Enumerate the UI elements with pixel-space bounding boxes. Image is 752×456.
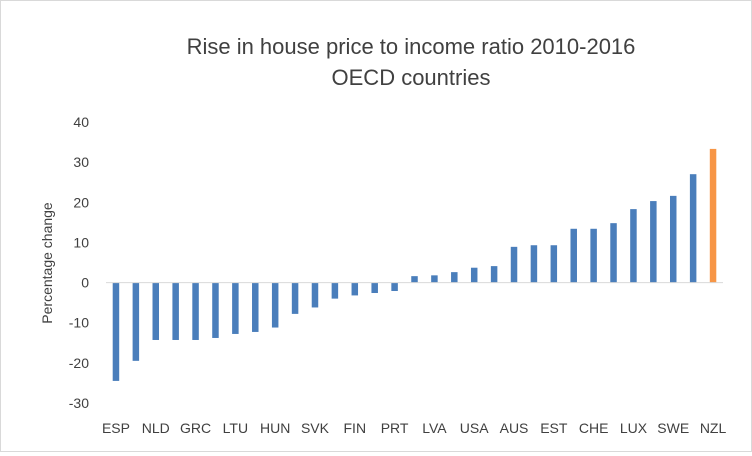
chart-title-line1: Rise in house price to income ratio 2010… — [187, 34, 636, 59]
bar — [252, 282, 259, 332]
bar — [590, 228, 597, 283]
y-tick-label: 40 — [73, 114, 89, 130]
x-tick-label: LVA — [422, 420, 447, 436]
x-tick-label: GRC — [180, 420, 211, 436]
bar — [132, 282, 140, 361]
bar — [331, 282, 339, 299]
x-tick-label: SVK — [301, 420, 330, 436]
bar — [212, 282, 219, 338]
bar — [630, 209, 637, 283]
bar — [470, 267, 478, 283]
x-tick-labels: ESP NLD GRC LTU HUN SVK FIN PRT LVA USA AUS EST CHE L… — [102, 420, 727, 436]
bar — [490, 266, 498, 283]
y-tick-label: 30 — [73, 154, 89, 170]
bar — [371, 282, 378, 294]
bar — [311, 282, 319, 308]
x-tick-label: AUS — [500, 420, 529, 436]
bar — [709, 148, 717, 283]
bar — [152, 282, 160, 340]
x-tick-label: NLD — [142, 420, 170, 436]
x-tick-label: LTU — [223, 420, 248, 436]
bar — [291, 282, 299, 314]
x-tick-label: CHE — [579, 420, 609, 436]
bar — [271, 282, 279, 328]
bar — [192, 282, 199, 340]
y-tick-label: -30 — [69, 395, 89, 411]
bar — [510, 246, 518, 283]
y-tick-label: 20 — [73, 194, 89, 210]
y-axis-label: Percentage change — [39, 202, 55, 324]
bar — [530, 245, 538, 283]
x-tick-label: HUN — [260, 420, 290, 436]
bar — [550, 245, 558, 283]
bar — [232, 282, 239, 334]
y-tick-label: -10 — [69, 315, 89, 331]
bar — [570, 228, 577, 283]
bar — [172, 282, 179, 340]
bar — [431, 275, 438, 283]
x-tick-label: NZL — [700, 420, 727, 436]
y-tick-labels: 40 30 20 10 0 -10 -20 -30 — [69, 114, 89, 411]
x-tick-label: FIN — [344, 420, 367, 436]
x-tick-label: EST — [540, 420, 568, 436]
y-tick-label: 0 — [81, 275, 89, 291]
y-tick-label: 10 — [73, 234, 89, 250]
bar — [650, 201, 657, 283]
bars — [112, 148, 717, 381]
bar — [689, 174, 697, 283]
bar — [391, 282, 398, 292]
x-tick-label: ESP — [102, 420, 130, 436]
y-tick-label: -20 — [69, 355, 89, 371]
bar — [351, 282, 359, 296]
bar — [610, 223, 617, 283]
bar — [451, 272, 458, 283]
x-tick-label: LUX — [620, 420, 648, 436]
x-tick-label: PRT — [381, 420, 409, 436]
bar — [411, 276, 418, 283]
x-tick-label: USA — [460, 420, 489, 436]
chart-title-line2: OECD countries — [332, 65, 491, 90]
bar — [112, 282, 120, 381]
x-tick-label: SWE — [657, 420, 689, 436]
bar — [669, 195, 677, 283]
